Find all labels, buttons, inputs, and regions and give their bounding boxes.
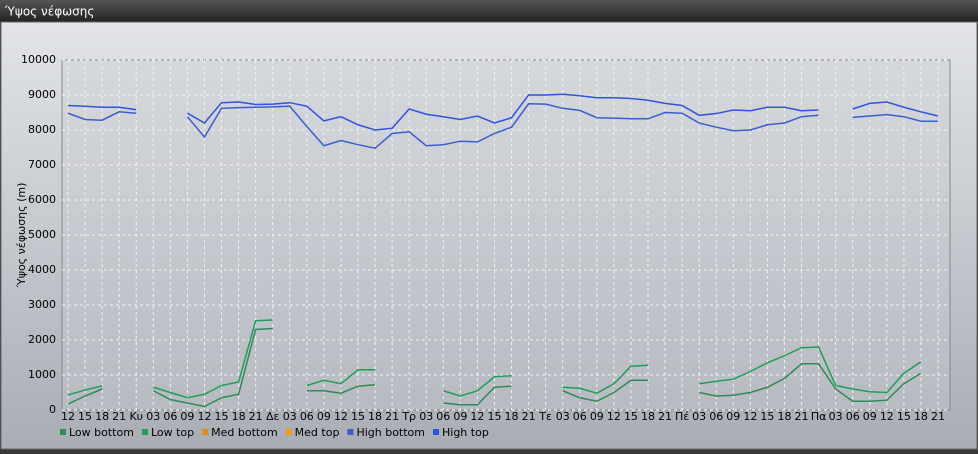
y-tick-label: 0 (49, 403, 56, 416)
x-tick-label: 21 (931, 410, 945, 423)
legend-swatch (141, 429, 148, 435)
x-tick-label: 12 (880, 410, 894, 423)
x-tick-label: 15 (351, 410, 365, 423)
legend-swatch (347, 429, 354, 435)
x-tick-label: 18 (641, 410, 655, 423)
x-tick-label: 15 (624, 410, 638, 423)
x-tick-label: 03 (419, 410, 433, 423)
y-tick-label: 8000 (28, 123, 56, 136)
x-tick-label: 03 (556, 410, 570, 423)
x-tick-label: 18 (777, 410, 791, 423)
x-tick-label: Τρ (401, 410, 416, 423)
x-tick-label: Κυ (129, 410, 143, 423)
x-tick-label: 15 (897, 410, 911, 423)
x-tick-label: 06 (436, 410, 450, 423)
x-tick-label: Τε (538, 410, 552, 423)
legend-swatch (285, 429, 292, 435)
x-tick-label: 06 (709, 410, 723, 423)
y-tick-label: 7000 (28, 158, 56, 171)
x-tick-label: 06 (846, 410, 860, 423)
series-line (67, 327, 922, 408)
title-bar (0, 0, 978, 22)
y-axis-label: Ύψος νέφωσης (m) (15, 183, 28, 289)
y-tick-label: 1000 (28, 368, 56, 381)
x-tick-label: 18 (368, 410, 382, 423)
y-tick-label: 2000 (28, 333, 56, 346)
legend-swatch (60, 429, 66, 435)
series-line (67, 93, 939, 131)
x-tick-label: 09 (726, 410, 740, 423)
x-tick-label: 03 (146, 410, 160, 423)
x-tick-label: 21 (249, 410, 263, 423)
x-tick-label: 21 (795, 410, 809, 423)
x-tick-label: 09 (317, 410, 331, 423)
x-tick-label: 12 (197, 410, 211, 423)
x-tick-label: 09 (863, 410, 877, 423)
x-tick-label: 06 (300, 410, 314, 423)
y-tick-label: 6000 (28, 193, 56, 206)
x-tick-label: 03 (829, 410, 843, 423)
legend-label: Low bottom (69, 426, 134, 439)
x-tick-label: 15 (760, 410, 774, 423)
x-tick-label: 09 (180, 410, 194, 423)
legend-label: Med top (295, 426, 340, 439)
x-tick-label: 12 (470, 410, 484, 423)
y-tick-label: 9000 (28, 88, 56, 101)
x-tick-label: 15 (215, 410, 229, 423)
y-tick-label: 3000 (28, 298, 56, 311)
legend-swatch (433, 429, 439, 435)
x-tick-label: 21 (112, 410, 126, 423)
x-tick-label: 15 (78, 410, 92, 423)
legend-swatch (202, 429, 209, 435)
x-tick-label: 21 (658, 410, 672, 423)
x-tick-label: 09 (590, 410, 604, 423)
x-tick-label: 15 (487, 410, 501, 423)
x-tick-label: Πα (811, 410, 827, 423)
chart-title: Ύψος νέφωσης (4, 5, 94, 19)
series-line (67, 102, 938, 150)
x-tick-label: 12 (334, 410, 348, 423)
x-tick-label: 12 (743, 410, 757, 423)
series-line (67, 319, 922, 399)
legend-label: Med bottom (211, 426, 278, 439)
x-tick-label: 18 (232, 410, 246, 423)
x-tick-label: Δε (266, 410, 280, 423)
x-tick-label: 06 (573, 410, 587, 423)
x-tick-label: 03 (283, 410, 297, 423)
x-tick-label: 09 (453, 410, 467, 423)
x-tick-label: Πέ (675, 410, 689, 423)
y-tick-label: 10000 (21, 53, 56, 66)
y-tick-label: 4000 (28, 263, 56, 276)
legend-label: High bottom (356, 426, 425, 439)
x-tick-label: 12 (61, 410, 75, 423)
y-tick-label: 5000 (28, 228, 56, 241)
x-tick-label: 21 (385, 410, 399, 423)
x-tick-label: 18 (914, 410, 928, 423)
x-tick-label: 18 (505, 410, 519, 423)
x-tick-label: 12 (607, 410, 621, 423)
x-tick-label: 03 (692, 410, 706, 423)
legend-label: High top (442, 426, 489, 439)
x-tick-label: 06 (163, 410, 177, 423)
legend-label: Low top (151, 426, 194, 439)
x-tick-label: 18 (95, 410, 109, 423)
x-tick-label: 21 (522, 410, 536, 423)
